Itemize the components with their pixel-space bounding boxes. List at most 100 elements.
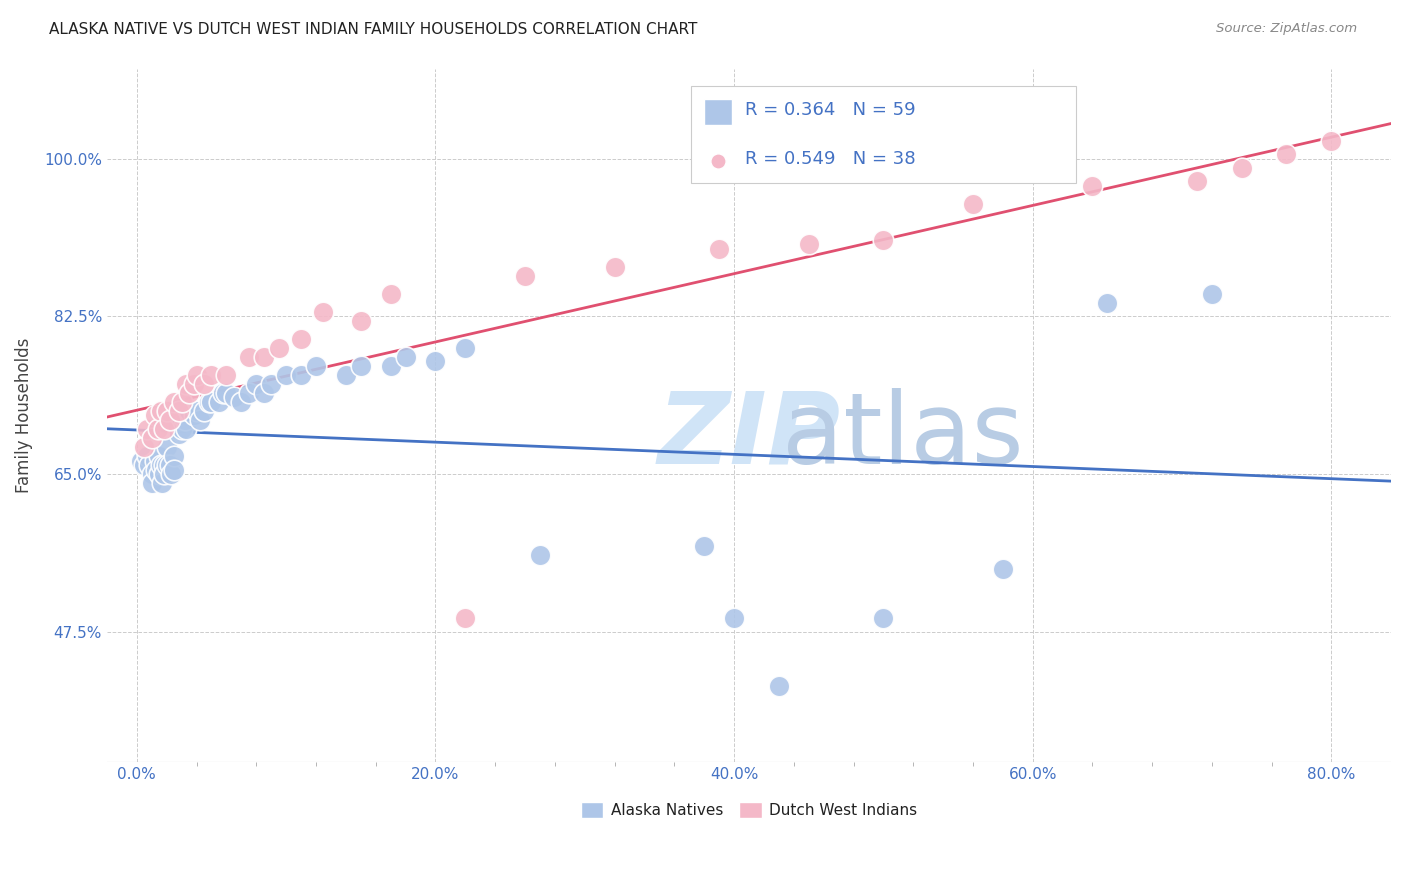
Point [238, 386, 260, 401]
Point [170, 395, 193, 409]
Point [260, 376, 283, 391]
Point [276, 368, 298, 382]
Point [173, 413, 195, 427]
Point [253, 350, 276, 364]
Point [1230, 161, 1253, 175]
Point [177, 404, 200, 418]
Text: ALASKA NATIVE VS DUTCH WEST INDIAN FAMILY HOUSEHOLDS CORRELATION CHART: ALASKA NATIVE VS DUTCH WEST INDIAN FAMIL… [49, 22, 697, 37]
Point [152, 458, 174, 472]
Point [707, 242, 730, 256]
Point [183, 409, 205, 423]
Point [200, 368, 222, 382]
Text: ZIP: ZIP [658, 388, 841, 484]
Point [143, 453, 166, 467]
Point [177, 386, 200, 401]
Point [193, 404, 215, 418]
Point [238, 350, 260, 364]
Point [837, 271, 859, 285]
Point [170, 413, 193, 427]
Point [145, 462, 167, 476]
Point [160, 467, 183, 481]
Point [231, 395, 253, 409]
Point [138, 458, 160, 472]
Point [170, 422, 193, 436]
Point [222, 391, 245, 405]
Point [290, 368, 312, 382]
Point [167, 404, 190, 418]
Point [1275, 147, 1298, 161]
Point [693, 539, 716, 553]
Point [150, 476, 173, 491]
Point [186, 404, 208, 418]
Point [148, 449, 170, 463]
Point [215, 368, 238, 382]
Point [156, 458, 179, 472]
FancyBboxPatch shape [704, 99, 733, 126]
Point [152, 467, 174, 481]
Legend: Alaska Natives, Dutch West Indians: Alaska Natives, Dutch West Indians [575, 796, 924, 824]
Point [174, 376, 197, 391]
Point [872, 611, 894, 625]
Point [1081, 178, 1104, 193]
Text: Source: ZipAtlas.com: Source: ZipAtlas.com [1216, 22, 1357, 36]
Point [380, 286, 402, 301]
Point [200, 395, 222, 409]
Point [267, 341, 290, 355]
Point [962, 196, 984, 211]
Point [394, 350, 416, 364]
Point [143, 409, 166, 423]
Point [513, 268, 536, 283]
Point [141, 467, 163, 481]
Point [245, 376, 267, 391]
Point [134, 440, 156, 454]
Point [529, 548, 551, 562]
Point [141, 476, 163, 491]
Point [312, 305, 335, 319]
Text: atlas: atlas [782, 388, 1024, 484]
Point [454, 341, 477, 355]
Point [335, 368, 357, 382]
Point [186, 368, 208, 382]
Point [197, 395, 219, 409]
Point [215, 386, 238, 401]
FancyBboxPatch shape [692, 86, 1077, 183]
Point [454, 611, 477, 625]
Point [350, 314, 373, 328]
Point [156, 404, 179, 418]
Point [159, 413, 181, 427]
Point [159, 458, 181, 472]
Point [174, 422, 197, 436]
Text: R = 0.364   N = 59: R = 0.364 N = 59 [745, 101, 915, 120]
Point [149, 404, 172, 418]
Point [166, 422, 188, 436]
Point [183, 376, 205, 391]
Point [149, 458, 172, 472]
Point [136, 422, 159, 436]
Point [193, 376, 215, 391]
Point [136, 449, 159, 463]
Point [167, 426, 190, 441]
Point [212, 386, 235, 401]
Point [131, 453, 153, 467]
Point [152, 422, 174, 436]
Point [146, 422, 169, 436]
Point [991, 562, 1014, 576]
Point [305, 359, 328, 373]
Text: R = 0.549   N = 38: R = 0.549 N = 38 [745, 150, 915, 168]
Point [380, 359, 402, 373]
Point [253, 386, 276, 401]
Point [797, 237, 820, 252]
Point [156, 440, 179, 454]
Point [1320, 134, 1343, 148]
Point [768, 679, 790, 693]
Point [163, 449, 186, 463]
Point [1201, 286, 1223, 301]
Point [163, 462, 186, 476]
Point [350, 359, 373, 373]
Point [134, 458, 156, 472]
Point [208, 395, 231, 409]
Point [872, 233, 894, 247]
Point [1097, 295, 1119, 310]
Point [148, 467, 170, 481]
Point [290, 332, 312, 346]
